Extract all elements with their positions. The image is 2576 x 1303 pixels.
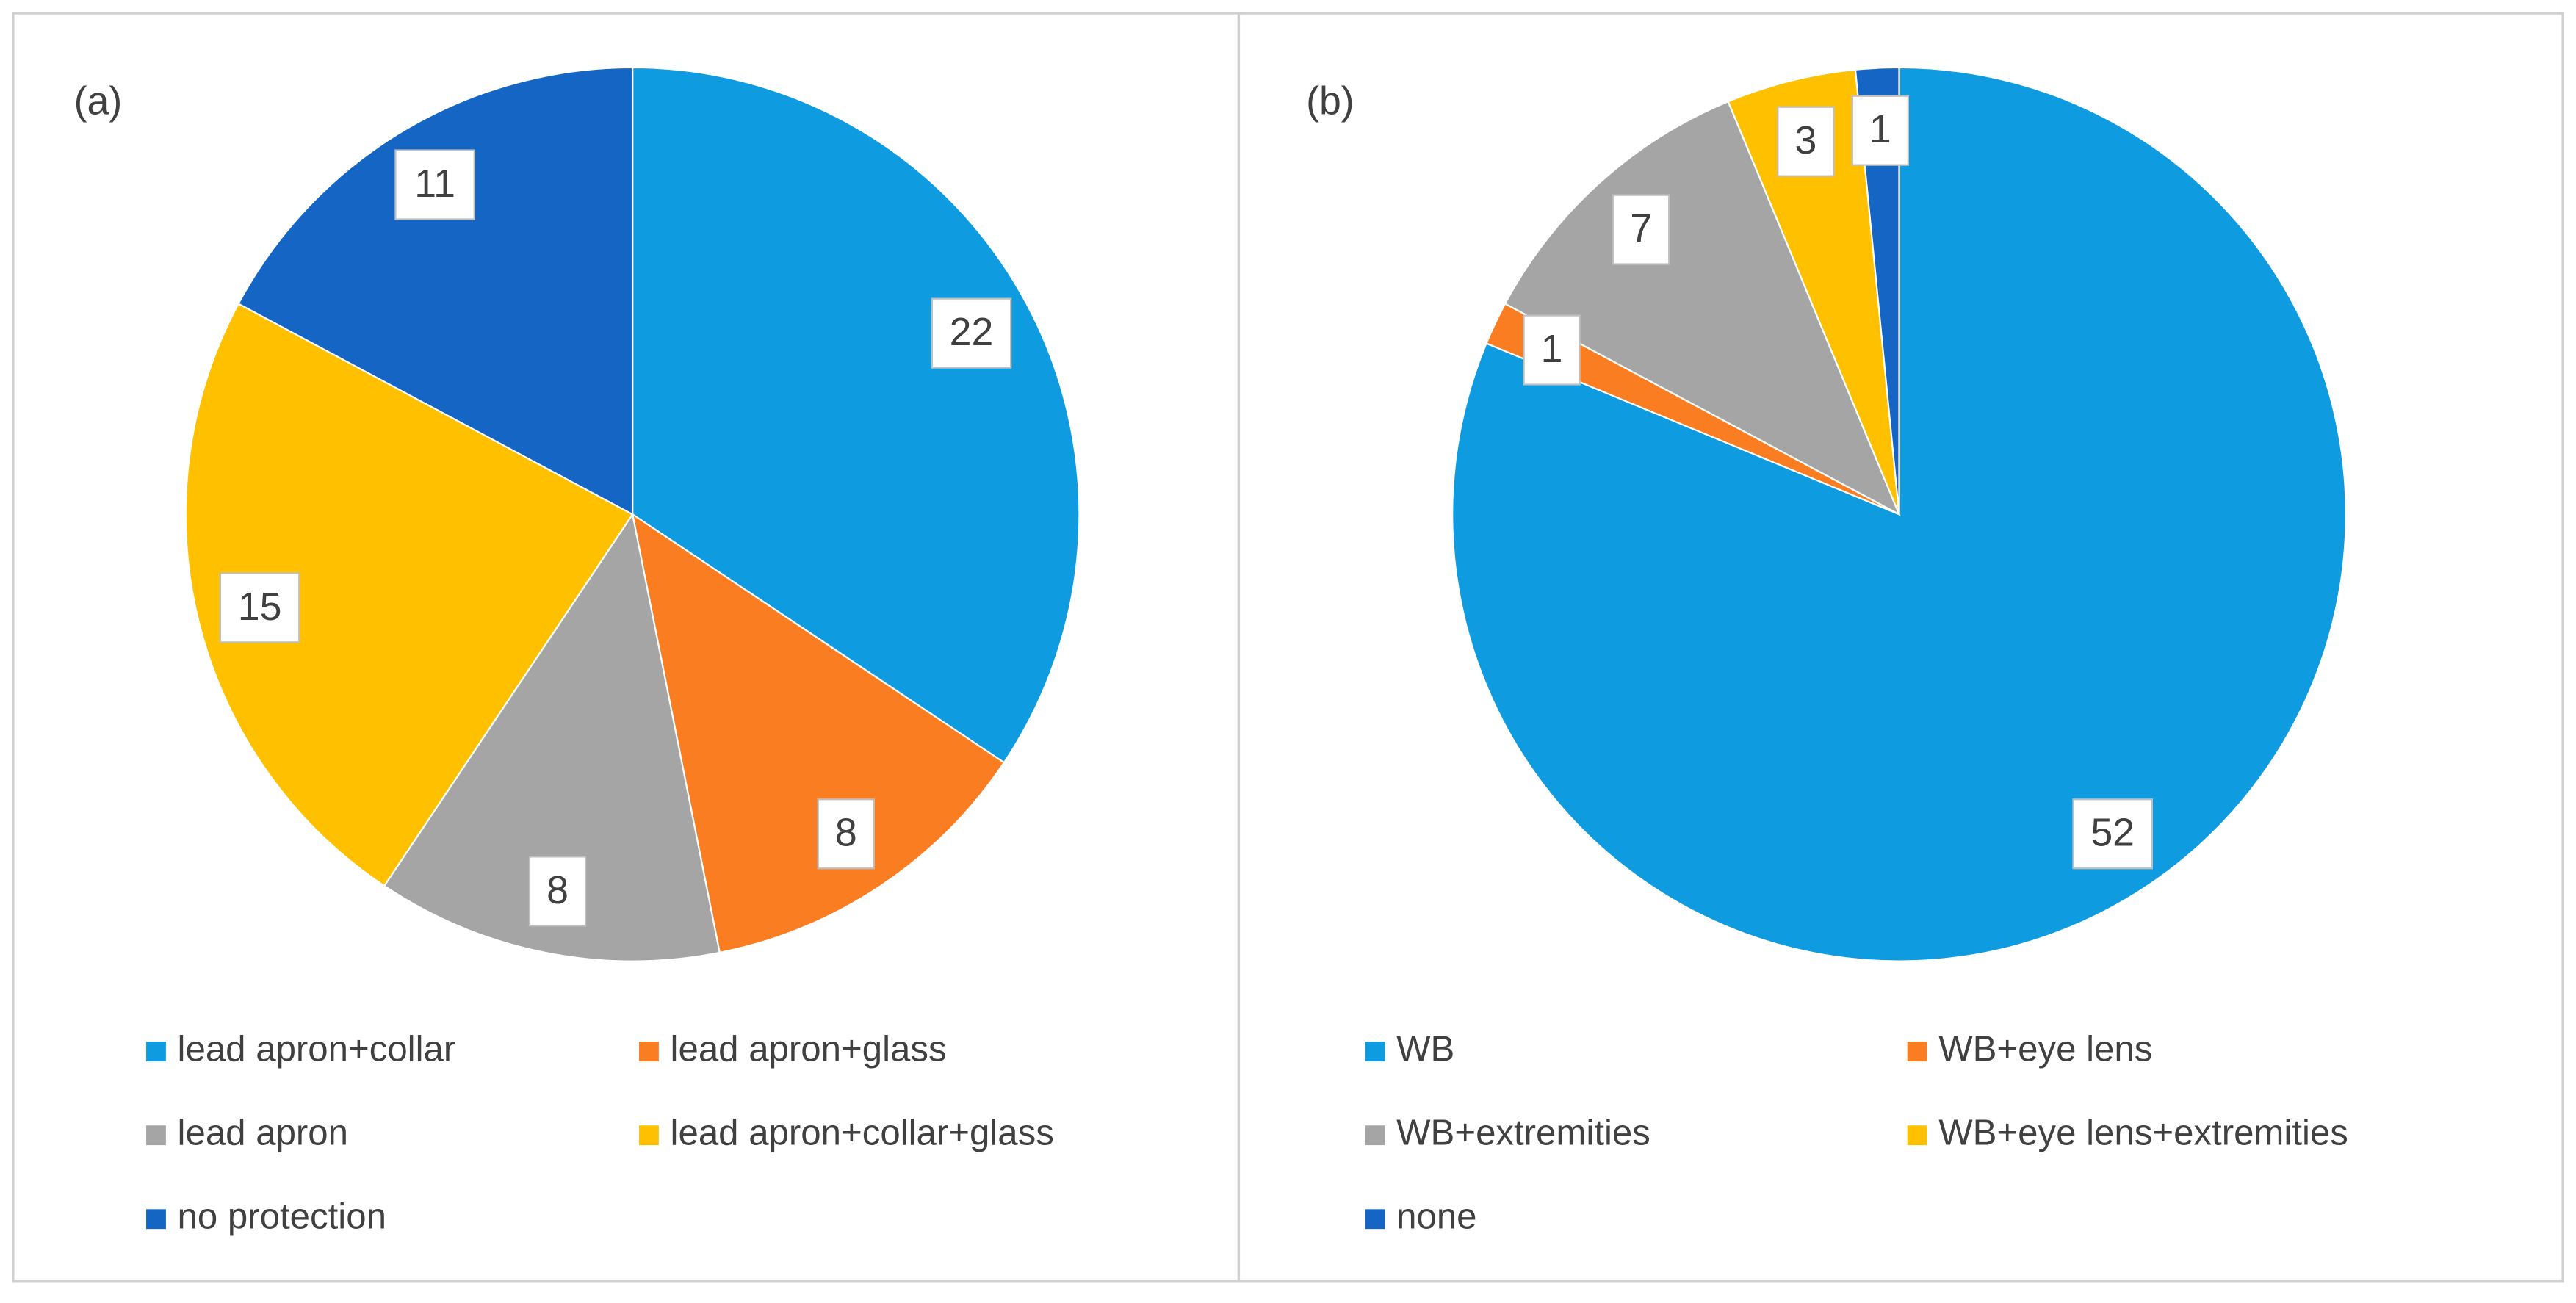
legend-swatch xyxy=(1365,1042,1385,1062)
legend-label: no protection xyxy=(178,1196,386,1237)
legend-swatch xyxy=(639,1042,659,1062)
panel-label: (a) xyxy=(74,79,123,123)
legend-swatch xyxy=(146,1042,166,1062)
data-label: 7 xyxy=(1630,206,1652,250)
pie-slice xyxy=(1727,68,1900,515)
data-label-box xyxy=(931,297,1012,369)
pie-slice xyxy=(1854,66,1900,515)
pie-slice xyxy=(383,512,721,962)
legend-swatch xyxy=(1365,1125,1385,1146)
data-label: 22 xyxy=(950,310,994,354)
data-label-box xyxy=(394,149,475,220)
data-label: 15 xyxy=(238,585,282,629)
legend-label: WB+extremities xyxy=(1396,1113,1650,1153)
legend-label: lead apron+collar xyxy=(178,1029,456,1069)
data-label-box xyxy=(817,798,875,870)
legend-label: lead apron+collar+glass xyxy=(671,1113,1054,1153)
legend-label: WB xyxy=(1396,1029,1454,1069)
data-label: 1 xyxy=(1541,327,1563,371)
pie-slice xyxy=(237,66,634,516)
legend-swatch xyxy=(639,1125,659,1146)
data-label: 8 xyxy=(546,868,569,912)
data-label: 1 xyxy=(1869,107,1891,151)
data-label-box xyxy=(219,572,300,643)
legend-label: lead apron xyxy=(178,1113,348,1153)
data-label-box xyxy=(1612,194,1670,265)
legend-swatch xyxy=(146,1209,166,1230)
legend-label: WB+eye lens xyxy=(1938,1029,2152,1069)
data-label-box xyxy=(2072,798,2153,870)
data-label: 3 xyxy=(1794,118,1816,162)
legend-swatch xyxy=(1365,1209,1385,1230)
legend-swatch xyxy=(146,1125,166,1146)
legend-label: lead apron+glass xyxy=(671,1029,947,1069)
legend-label: WB+eye lens+extremities xyxy=(1938,1113,2348,1153)
data-label-box xyxy=(528,856,587,927)
legend-swatch xyxy=(1907,1042,1927,1062)
pie-slice xyxy=(631,512,1006,954)
panel-label: (b) xyxy=(1306,79,1354,123)
legend-swatch xyxy=(1907,1125,1927,1146)
pie-slice xyxy=(1504,100,1901,516)
data-label-box xyxy=(1523,314,1581,386)
pie-slice xyxy=(184,302,634,887)
data-label-box xyxy=(1851,95,1909,166)
data-label: 8 xyxy=(835,811,857,855)
data-label: 52 xyxy=(2090,811,2135,855)
legend-label: none xyxy=(1396,1196,1476,1237)
data-label: 11 xyxy=(414,162,455,206)
data-label-box xyxy=(1777,106,1835,177)
